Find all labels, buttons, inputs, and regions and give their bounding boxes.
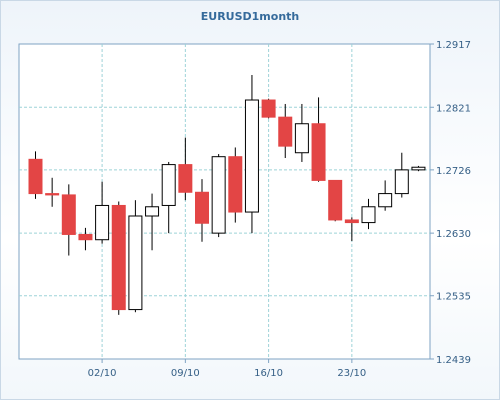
- candle: [45, 177, 60, 207]
- candle-body-up: [378, 193, 393, 208]
- candle: [294, 103, 309, 162]
- candle-body-down: [45, 193, 60, 196]
- axes: 1.2917 1.2821 1.2726 1.2630 1.2535 1.2439 02/1…: [88, 40, 471, 379]
- x-tick-label: 23/10: [337, 368, 366, 379]
- x-tick-label: 16/10: [254, 368, 283, 379]
- candle-body-up: [244, 99, 259, 213]
- candle-body-up: [394, 169, 409, 195]
- y-tick-label: 1.2630: [436, 229, 471, 240]
- x-tick-label: 09/10: [171, 368, 200, 379]
- candle: [178, 137, 193, 201]
- candle: [61, 184, 76, 256]
- candle: [278, 103, 293, 159]
- candle-body-down: [278, 116, 293, 147]
- candle: [111, 201, 126, 315]
- candle-body-up: [294, 123, 309, 154]
- candle-body-up: [128, 215, 143, 311]
- candle: [361, 198, 376, 230]
- candle-body-up: [361, 206, 376, 224]
- candle: [344, 217, 359, 242]
- candle: [411, 165, 426, 172]
- y-tick-label: 1.2439: [436, 355, 471, 366]
- candle: [128, 200, 143, 313]
- candle: [228, 147, 243, 223]
- candle-body-up: [161, 164, 176, 206]
- candle: [78, 227, 93, 251]
- candle-body-down: [28, 158, 43, 195]
- candle-body-up: [411, 166, 426, 171]
- candle-body-down: [344, 219, 359, 224]
- candle: [328, 179, 343, 222]
- candle: [211, 154, 226, 238]
- y-tick-label: 1.2821: [436, 103, 471, 114]
- candle: [244, 74, 259, 234]
- candle-body-up: [211, 156, 226, 234]
- candle-body-down: [178, 164, 193, 193]
- candle: [311, 97, 326, 182]
- chart-title: EURUSD1month: [200, 10, 300, 23]
- candle: [378, 180, 393, 211]
- candle: [145, 193, 160, 251]
- x-tick-label: 02/10: [88, 368, 117, 379]
- y-tick-label: 1.2726: [436, 166, 471, 177]
- candle: [394, 152, 409, 198]
- y-tick-label: 1.2917: [436, 40, 471, 51]
- candle: [161, 161, 176, 234]
- candle-body-up: [145, 206, 160, 217]
- candle-body-down: [328, 179, 343, 221]
- candle: [95, 181, 110, 244]
- candle-body-down: [195, 191, 209, 224]
- candle-body-down: [228, 156, 243, 213]
- candle-body-down: [111, 204, 126, 311]
- y-tick-label: 1.2535: [436, 292, 471, 303]
- candle-body-down: [311, 123, 326, 181]
- candle-body-down: [261, 99, 276, 118]
- candle: [195, 179, 209, 242]
- candles: [28, 74, 426, 315]
- candle: [28, 151, 43, 199]
- candle-body-down: [78, 233, 93, 241]
- candle-body-up: [95, 204, 110, 241]
- candle: [261, 98, 276, 119]
- candle-body-down: [61, 194, 76, 235]
